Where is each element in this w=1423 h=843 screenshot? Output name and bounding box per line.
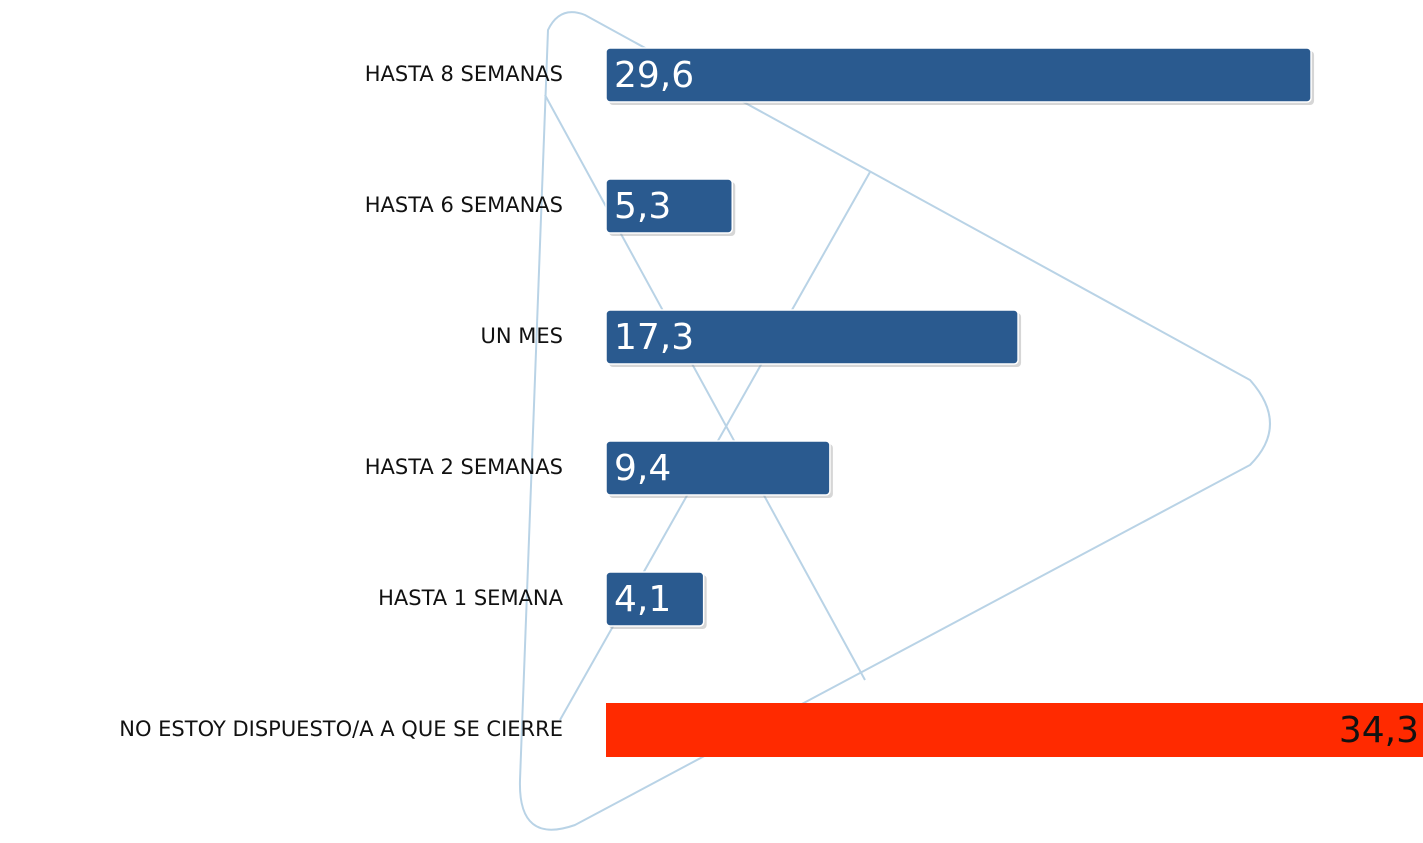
value-label: 9,4	[614, 448, 671, 489]
value-label: 4,1	[614, 579, 671, 620]
value-label: 34,3	[1339, 710, 1419, 751]
category-label: HASTA 6 SEMANAS	[365, 193, 563, 217]
value-label: 5,3	[614, 186, 671, 227]
category-label: UN MES	[481, 324, 563, 348]
category-label: NO ESTOY DISPUESTO/A A QUE SE CIERRE	[119, 717, 563, 741]
bar	[606, 48, 1311, 102]
value-label: 29,6	[614, 55, 694, 96]
category-label: HASTA 2 SEMANAS	[365, 455, 563, 479]
bar	[606, 703, 1423, 757]
value-label: 17,3	[614, 317, 694, 358]
chart: HASTA 8 SEMANAS 29,6 HASTA 6 SEMANAS 5,3 UN …	[0, 0, 1423, 843]
category-label: HASTA 1 SEMANA	[378, 586, 564, 610]
category-label: HASTA 8 SEMANAS	[365, 62, 563, 86]
